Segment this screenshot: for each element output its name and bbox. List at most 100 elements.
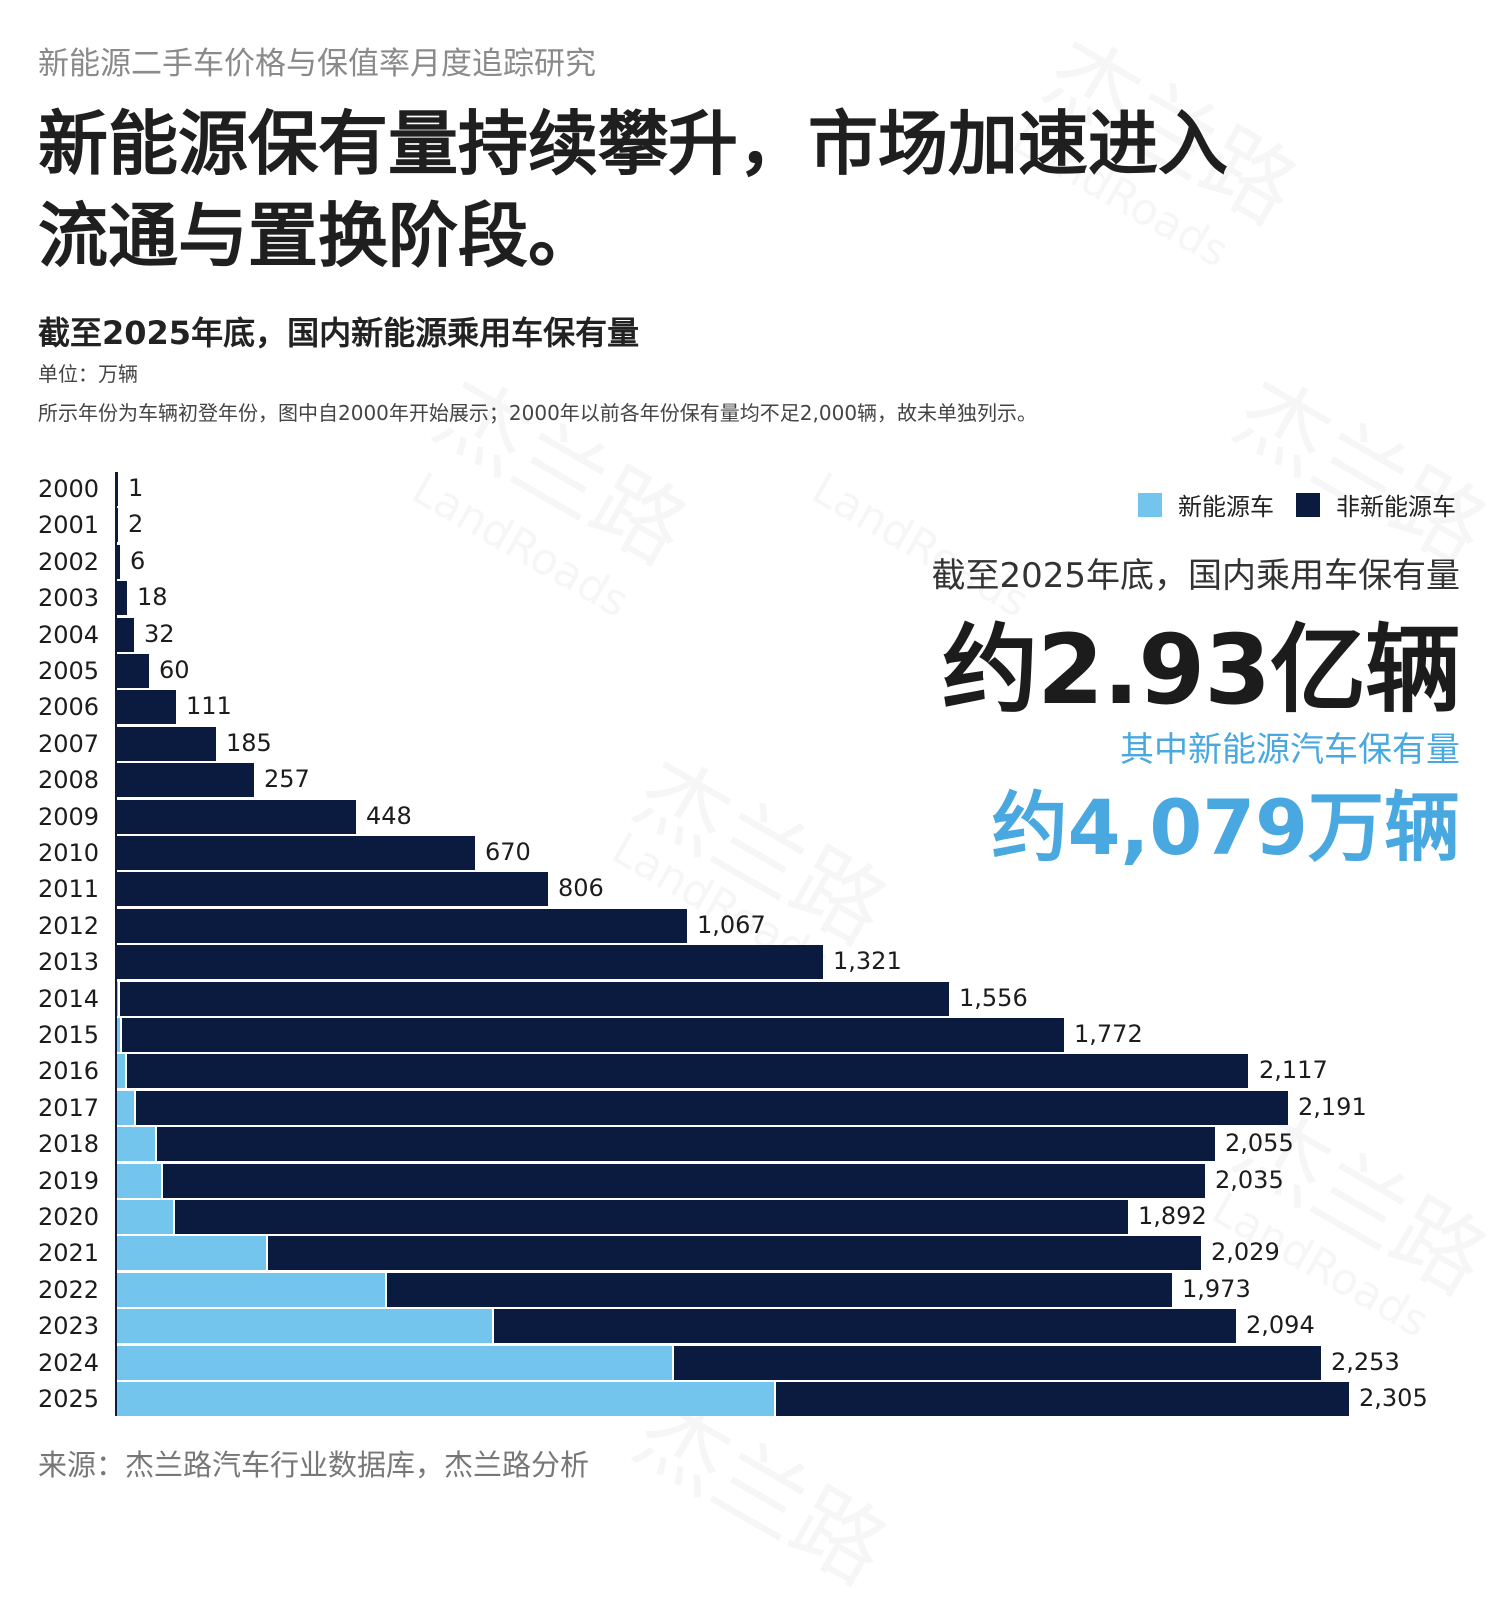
stacked-bar: [117, 908, 687, 943]
bar-row: 2003 18: [0, 580, 1500, 616]
bar-segment-nev: [117, 1090, 134, 1125]
bar-segment-ice: [774, 1382, 1349, 1416]
bar-row: 2016 2,117: [0, 1053, 1500, 1089]
bar-row: 2002 6: [0, 544, 1500, 580]
bar-segment-ice: [117, 654, 149, 688]
bar-row: 2007 185: [0, 726, 1500, 762]
bar-value-label: 2,094: [1246, 1311, 1315, 1340]
bar-segment-ice: [117, 945, 823, 980]
y-tick-label: 2019: [38, 1166, 100, 1195]
bar-segment-ice: [672, 1345, 1321, 1380]
bar-segment-nev: [117, 1236, 266, 1271]
bar-segment-ice: [117, 726, 216, 761]
bar-value-label: 1,973: [1182, 1274, 1251, 1303]
stacked-bar: [117, 472, 118, 506]
bar-segment-ice: [155, 1127, 1215, 1162]
legend-swatch-ice: [1296, 492, 1320, 517]
bar-segment-ice: [117, 763, 254, 798]
bar-value-label: 2,253: [1331, 1347, 1400, 1376]
stacked-bar: [117, 544, 120, 579]
bar-value-label: 2,029: [1211, 1238, 1280, 1267]
bar-value-label: 806: [558, 874, 604, 903]
bar-segment-ice: [134, 1090, 1288, 1125]
bar-value-label: 257: [264, 765, 310, 794]
bar-segment-ice: [125, 1054, 1248, 1089]
bar-value-label: 670: [485, 838, 531, 866]
bar-segment-ice: [120, 1018, 1064, 1052]
kpi-total-label: 截至2025年底，国内乘用车保有量: [931, 556, 1460, 596]
bar-segment-ice: [492, 1309, 1236, 1344]
bar-segment-nev: [117, 981, 118, 1016]
stacked-bar: [117, 872, 548, 907]
bar-segment-nev: [117, 1345, 672, 1380]
stacked-bar: [117, 945, 823, 980]
kpi-total-value: 约2.93亿辆: [942, 614, 1461, 726]
bar-value-label: 1,556: [959, 983, 1028, 1012]
bar-segment-ice: [173, 1200, 1128, 1234]
y-tick-label: 2022: [38, 1275, 100, 1304]
bar-segment-ice: [117, 581, 127, 616]
bar-row: 2020 1,892: [0, 1199, 1500, 1235]
stacked-bar: [117, 1018, 1064, 1052]
legend-item-nev: 新能源车: [1138, 487, 1274, 522]
bar-segment-ice: [118, 981, 949, 1016]
stacked-bar: [117, 836, 475, 870]
bar-row: 2018 2,055: [0, 1126, 1500, 1162]
stacked-bar: [117, 1309, 1236, 1344]
stacked-bar: [117, 508, 118, 543]
bar-segment-ice: [117, 617, 134, 652]
stacked-bar: [117, 799, 356, 834]
bar-segment-ice: [117, 508, 118, 543]
bar-row: 2023 2,094: [0, 1308, 1500, 1344]
stacked-bar: [117, 1236, 1201, 1271]
bar-value-label: 448: [366, 801, 412, 830]
bar-segment-ice: [161, 1163, 1205, 1198]
bar-segment-ice: [117, 690, 176, 725]
bar-segment-ice: [117, 799, 356, 834]
y-tick-label: 2016: [38, 1057, 100, 1086]
stacked-bar: [117, 581, 127, 616]
bar-row: 2017 2,191: [0, 1090, 1500, 1126]
bar-value-label: 60: [159, 656, 190, 684]
report-series-title: 新能源二手车价格与保值率月度追踪研究: [38, 46, 596, 82]
bar-row: 2005 60: [0, 653, 1500, 689]
y-tick-label: 2010: [38, 839, 100, 867]
bar-value-label: 2,055: [1225, 1129, 1294, 1158]
bar-row: 2014 1,556: [0, 981, 1500, 1017]
legend-swatch-nev: [1138, 492, 1162, 517]
bar-value-label: 185: [226, 728, 272, 757]
bar-segment-ice: [117, 472, 118, 506]
chart-note: 所示年份为车辆初登年份，图中自2000年开始展示；2000年以前各年份保有量均不…: [38, 401, 1038, 425]
y-axis-line: [115, 472, 117, 1416]
y-tick-label: 2005: [38, 657, 100, 685]
bar-row: 2022 1,973: [0, 1272, 1500, 1308]
chart-title: 截至2025年底，国内新能源乘用车保有量: [38, 314, 640, 352]
bar-value-label: 2: [128, 510, 144, 539]
bar-row: 2024 2,253: [0, 1345, 1500, 1381]
stacked-bar: [117, 726, 216, 761]
stacked-bar: [117, 1054, 1248, 1089]
y-tick-label: 2004: [38, 620, 100, 649]
bar-segment-nev: [117, 1382, 774, 1416]
bar-segment-nev: [117, 1054, 125, 1089]
bar-row: 2021 2,029: [0, 1235, 1500, 1271]
stacked-bar: [117, 654, 149, 688]
bar-row: 2009 448: [0, 799, 1500, 835]
bar-segment-nev: [117, 1200, 173, 1234]
y-tick-label: 2001: [38, 511, 100, 540]
bar-value-label: 1: [128, 474, 144, 502]
bar-row: 2012 1,067: [0, 908, 1500, 944]
page-headline: 新能源保有量持续攀升，市场加速进入流通与置换阶段。: [38, 103, 1228, 277]
chart-legend: 新能源车 非新能源车: [1128, 487, 1456, 522]
y-tick-label: 2003: [38, 584, 100, 613]
bar-segment-ice: [385, 1272, 1172, 1307]
y-tick-label: 2025: [38, 1385, 100, 1413]
bar-segment-ice: [117, 908, 687, 943]
kpi-nev-label: 其中新能源汽车保有量: [1120, 730, 1460, 770]
source-note: 来源：杰兰路汽车行业数据库，杰兰路分析: [38, 1448, 590, 1482]
stacked-bar: [117, 1127, 1215, 1162]
bar-value-label: 1,321: [833, 947, 902, 976]
bar-segment-nev: [117, 1309, 492, 1344]
y-tick-label: 2013: [38, 948, 100, 977]
y-tick-label: 2006: [38, 693, 100, 722]
